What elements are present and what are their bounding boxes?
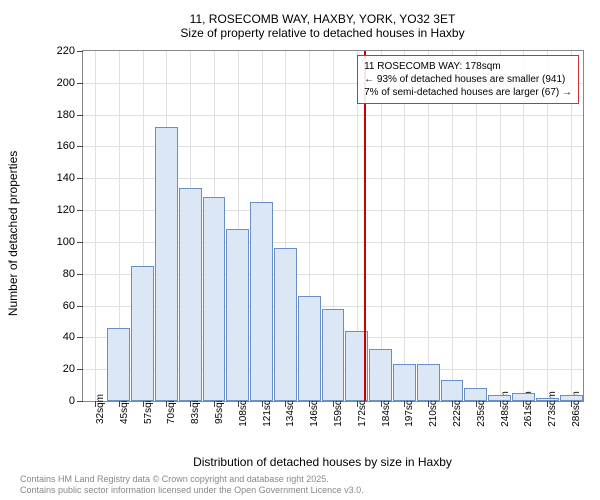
annotation-line-2: ← 93% of detached houses are smaller (94…	[364, 73, 572, 86]
y-tick-label: 20	[63, 363, 75, 375]
gridline-v	[95, 51, 96, 401]
histogram-bar	[464, 388, 487, 401]
histogram-bar	[250, 202, 273, 401]
histogram-bar	[369, 349, 392, 402]
annotation-line-3: 7% of semi-detached houses are larger (6…	[364, 86, 572, 99]
histogram-bar	[560, 395, 583, 401]
annotation-line-1: 11 ROSECOMB WAY: 178sqm	[364, 60, 572, 73]
y-tick	[77, 146, 83, 147]
y-tick-label: 60	[63, 300, 75, 312]
histogram-bar	[298, 296, 321, 401]
histogram-bar	[203, 197, 226, 401]
y-tick-label: 180	[57, 109, 75, 121]
histogram-bar	[274, 248, 297, 401]
footer-line-2: Contains public sector information licen…	[20, 485, 364, 496]
y-tick-label: 120	[57, 204, 75, 216]
footer-line-1: Contains HM Land Registry data © Crown c…	[20, 474, 364, 485]
x-axis-title: Distribution of detached houses by size …	[50, 415, 595, 469]
annotation-box: 11 ROSECOMB WAY: 178sqm← 93% of detached…	[357, 55, 579, 104]
y-tick	[77, 83, 83, 84]
histogram-bar	[107, 328, 130, 401]
y-tick	[77, 210, 83, 211]
y-tick	[77, 274, 83, 275]
histogram-bar	[417, 364, 440, 401]
y-tick-label: 0	[69, 395, 75, 407]
y-tick	[77, 178, 83, 179]
footer: Contains HM Land Registry data © Crown c…	[20, 474, 364, 496]
y-tick	[77, 115, 83, 116]
y-tick-label: 200	[57, 77, 75, 89]
histogram-bar	[488, 395, 511, 401]
histogram-bar	[393, 364, 416, 401]
histogram-bar	[512, 393, 535, 401]
histogram-bar	[226, 229, 249, 401]
histogram-bar	[131, 266, 154, 401]
y-tick	[77, 369, 83, 370]
y-tick	[77, 401, 83, 402]
y-axis-title: Number of detached properties	[6, 151, 20, 316]
y-tick-label: 80	[63, 268, 75, 280]
chart-title-2: Size of property relative to detached ho…	[50, 26, 595, 46]
y-tick	[77, 242, 83, 243]
histogram-bar	[441, 380, 464, 401]
histogram-bar	[322, 309, 345, 401]
histogram-bar	[155, 127, 178, 401]
y-tick	[77, 337, 83, 338]
plot-area: 02040608010012014016018020022032sqm45sqm…	[82, 50, 584, 402]
chart-container: 11, ROSECOMB WAY, HAXBY, YORK, YO32 3ET …	[50, 10, 595, 460]
y-tick-label: 100	[57, 236, 75, 248]
y-tick-label: 140	[57, 172, 75, 184]
y-tick	[77, 51, 83, 52]
y-tick	[77, 306, 83, 307]
histogram-bar	[179, 188, 202, 401]
y-tick-label: 220	[57, 45, 75, 57]
chart-title-1: 11, ROSECOMB WAY, HAXBY, YORK, YO32 3ET	[50, 10, 595, 26]
y-tick-label: 40	[63, 331, 75, 343]
histogram-bar	[536, 398, 559, 401]
y-tick-label: 160	[57, 140, 75, 152]
